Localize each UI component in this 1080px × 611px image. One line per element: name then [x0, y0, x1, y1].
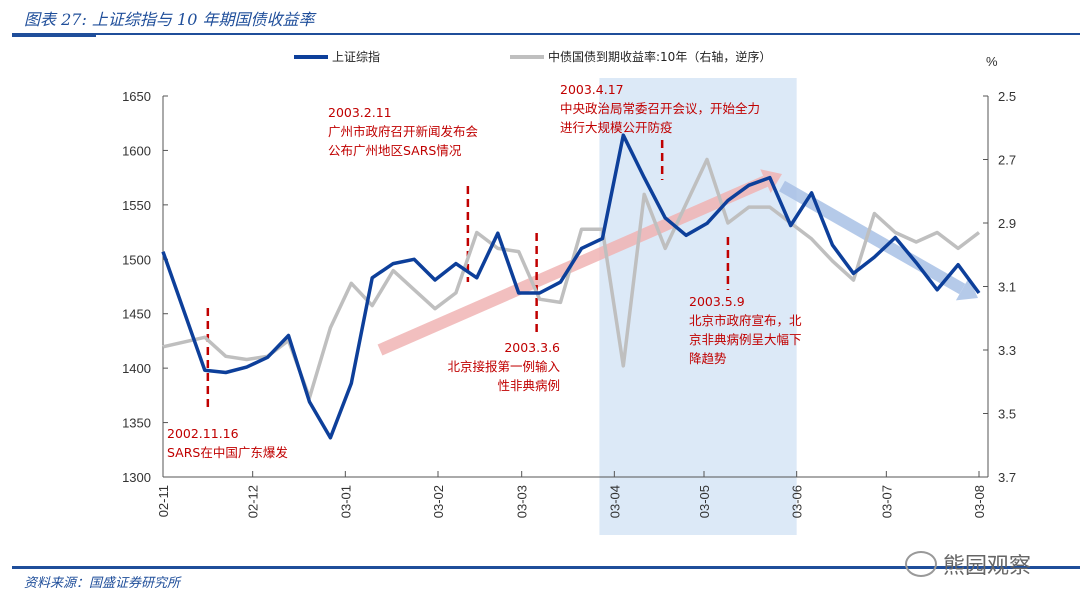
x-tick-label: 03-04 [607, 485, 622, 518]
downtrend-arrow-head [955, 277, 978, 301]
downtrend-arrow [779, 180, 978, 301]
legend-label-bond: 中债国债到期收益率:10年（右轴，逆序） [548, 49, 771, 64]
annotation-text: 北京接报第一例输入 [447, 359, 560, 374]
annotation-text: 2003.2.11 [328, 105, 392, 120]
annotation-text: 2003.3.6 [504, 340, 560, 355]
right-tick-label: 3.3 [998, 343, 1016, 358]
left-tick-label: 1650 [122, 89, 151, 104]
left-tick-label: 1600 [122, 143, 151, 158]
right-tick-label: 3.5 [998, 407, 1016, 422]
right-tick-label: 2.7 [998, 153, 1016, 168]
annotation-text: SARS在中国广东爆发 [167, 445, 288, 460]
shanghai-index-line [161, 133, 981, 440]
right-tick-label: 2.5 [998, 89, 1016, 104]
left-tick-label: 1350 [122, 416, 151, 431]
x-tick-label: 02-12 [246, 485, 261, 518]
x-tick-label: 03-01 [338, 485, 353, 518]
wechat-icon [905, 551, 937, 577]
left-tick-label: 1500 [122, 252, 151, 267]
x-tick-label: 03-03 [515, 485, 530, 518]
header-rule-accent [12, 33, 96, 37]
annotation-text: 性非典病例 [497, 378, 560, 393]
right-tick-label: 3.7 [998, 470, 1016, 485]
annotation-text: 中央政治局常委召开会议，开始全力 [560, 101, 760, 116]
annotation-text: 广州市政府召开新闻发布会 [328, 124, 479, 139]
footer-rule [12, 566, 1080, 569]
left-tick-label: 1300 [122, 470, 151, 485]
x-tick-label: 03-07 [879, 485, 894, 518]
annotation-text: 公布广州地区SARS情况 [328, 143, 462, 158]
left-tick-label: 1450 [122, 307, 151, 322]
x-tick-label: 02-11 [156, 485, 171, 517]
bond-yield-line [162, 157, 981, 400]
annotation-text: 2002.11.16 [167, 426, 239, 441]
annotation-text: 2003.5.9 [689, 294, 745, 309]
watermark-text: 熊园观察 [943, 554, 1032, 579]
annotation-text: 降趋势 [689, 351, 727, 366]
right-tick-label: 3.1 [998, 280, 1016, 295]
left-tick-label: 1550 [122, 198, 151, 213]
x-tick-label: 03-06 [790, 485, 805, 518]
x-tick-label: 03-08 [972, 485, 987, 518]
figure-title: 图表 27: 上证综指与 10 年期国债收益率 [24, 10, 315, 29]
left-tick-label: 1400 [122, 361, 151, 376]
right-tick-label: 2.9 [998, 216, 1016, 231]
x-tick-label: 03-05 [697, 485, 712, 518]
annotation-text: 2003.4.17 [560, 82, 624, 97]
legend-label-index: 上证综指 [332, 49, 380, 64]
right-axis-unit: % [986, 54, 998, 69]
source-note: 资料来源：国盛证券研究所 [24, 576, 181, 591]
watermark: 熊园观察 [905, 548, 1031, 580]
annotation-text: 京非典病例呈大幅下 [689, 332, 802, 347]
downtrend-arrow-shaft [779, 180, 966, 295]
header-rule [12, 33, 1080, 35]
legend: 上证综指 中债国债到期收益率:10年（右轴，逆序） [294, 49, 771, 64]
annotation-text: 北京市政府宣布，北 [689, 313, 802, 328]
annotation-text: 进行大规模公开防疫 [560, 120, 673, 135]
x-tick-label: 03-02 [431, 485, 446, 518]
